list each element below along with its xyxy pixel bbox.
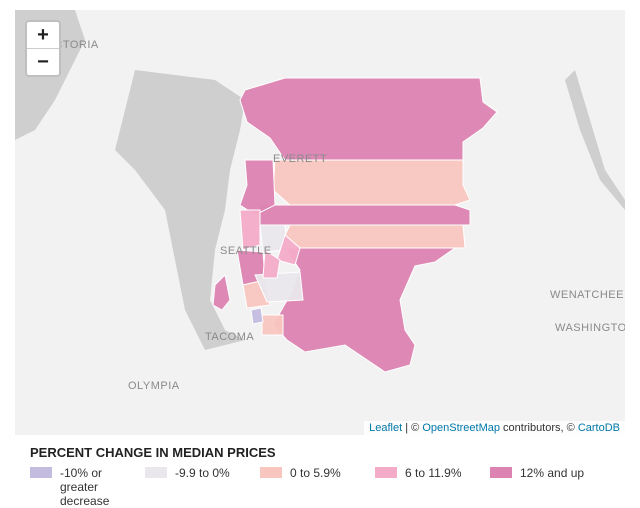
- map[interactable]: VICTORIA EVERETT SEATTLE TACOMA OLYMPIA …: [15, 10, 625, 435]
- legend-label: 0 to 5.9%: [290, 466, 341, 480]
- region[interactable]: [276, 234, 301, 266]
- place-label: WASHINGTON: [555, 322, 625, 334]
- attribution: Leaflet | © OpenStreetMap contributors, …: [364, 421, 625, 435]
- map-canvas: VICTORIA EVERETT SEATTLE TACOMA OLYMPIA …: [15, 10, 625, 392]
- place-label: SEATTLE: [220, 245, 272, 257]
- legend-label: -9.9 to 0%: [175, 466, 230, 480]
- legend-label: -10% or greater decrease: [60, 466, 110, 508]
- region[interactable]: [239, 159, 276, 216]
- region[interactable]: [284, 224, 466, 249]
- legend-swatch: [260, 467, 282, 478]
- legend-label: 6 to 11.9%: [405, 466, 462, 480]
- place-label: TACOMA: [205, 331, 254, 343]
- region[interactable]: [212, 273, 231, 311]
- carto-link[interactable]: CartoDB: [577, 422, 620, 434]
- place-label: WENATCHEE: [550, 289, 624, 301]
- region[interactable]: [239, 77, 498, 161]
- region[interactable]: [262, 249, 281, 279]
- region[interactable]: [259, 204, 471, 226]
- zoom-in[interactable]: +: [37, 24, 49, 46]
- region[interactable]: [272, 247, 457, 373]
- legend-item: 0 to 5.9%: [260, 466, 370, 480]
- legend-swatch: [490, 467, 512, 478]
- legend-swatch: [30, 467, 52, 478]
- region[interactable]: [239, 209, 261, 251]
- separator: |: [405, 422, 409, 434]
- region[interactable]: [261, 314, 284, 336]
- zoom-control: + −: [25, 20, 61, 77]
- copyright: ©: [411, 422, 420, 434]
- legend-swatch: [145, 467, 167, 478]
- osm-link[interactable]: OpenStreetMap: [422, 422, 500, 434]
- place-label: OLYMPIA: [128, 380, 180, 392]
- legend-item: -10% or greater decrease: [30, 466, 138, 508]
- regions: [212, 77, 498, 373]
- legend-title: PERCENT CHANGE IN MEDIAN PRICES: [30, 445, 276, 460]
- place-label: EVERETT: [273, 153, 327, 165]
- attribution-text: contributors, ©: [503, 422, 575, 434]
- region[interactable]: [272, 159, 471, 206]
- legend-item: 12% and up: [490, 466, 620, 480]
- leaflet-link[interactable]: Leaflet: [369, 422, 403, 434]
- zoom-out[interactable]: −: [27, 48, 59, 75]
- region[interactable]: [250, 307, 264, 325]
- legend-item: -9.9 to 0%: [145, 466, 255, 480]
- legend-swatch: [375, 467, 397, 478]
- legend-item: 6 to 11.9%: [375, 466, 485, 480]
- legend-label: 12% and up: [520, 466, 585, 480]
- region[interactable]: [254, 271, 304, 303]
